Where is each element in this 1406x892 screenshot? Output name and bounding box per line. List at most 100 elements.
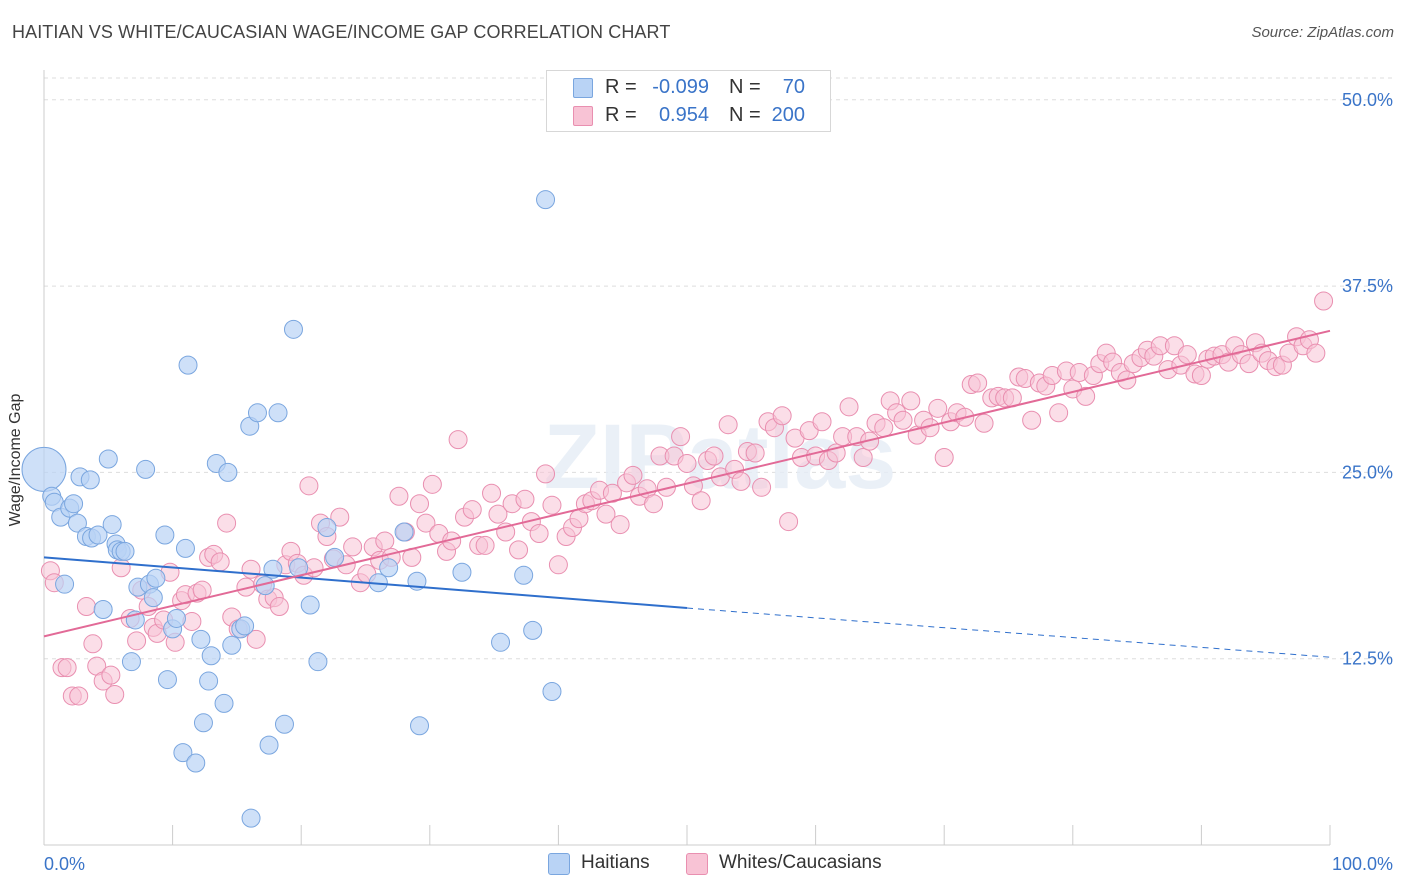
point-haitians — [317, 518, 337, 538]
point-whites — [448, 430, 468, 450]
point-whites — [515, 489, 535, 509]
point-whites — [410, 494, 430, 514]
point-haitians — [542, 681, 562, 701]
point-whites — [1022, 410, 1042, 430]
point-haitians — [199, 671, 219, 691]
point-haitians — [235, 616, 255, 636]
point-haitians — [201, 646, 221, 666]
point-whites — [299, 476, 319, 496]
point-haitians — [514, 565, 534, 585]
point-whites — [111, 558, 131, 578]
legend-row-whites: R = 0.954 N = 200 — [547, 101, 830, 129]
point-haitians — [523, 620, 543, 640]
point-whites — [83, 634, 103, 654]
point-haitians — [155, 525, 175, 545]
point-whites — [752, 477, 772, 497]
bottom-legend-label-haitians: Haitians — [581, 852, 650, 873]
point-haitians — [67, 513, 87, 533]
y-tick-label: 50.0% — [1342, 90, 1393, 110]
point-whites — [127, 631, 147, 651]
point-whites — [57, 658, 77, 678]
point-whites — [1049, 403, 1069, 423]
point-whites — [105, 684, 125, 704]
point-whites — [644, 494, 664, 514]
y-tick-label: 37.5% — [1342, 276, 1393, 296]
point-haitians — [491, 632, 511, 652]
point-whites — [745, 443, 765, 463]
point-whites — [462, 500, 482, 520]
point-haitians — [157, 670, 177, 690]
point-whites — [1177, 345, 1197, 365]
legend-n-label: N = — [729, 104, 761, 126]
point-whites — [529, 524, 549, 544]
point-whites — [542, 495, 562, 515]
point-haitians — [143, 588, 163, 608]
point-whites — [1314, 291, 1334, 311]
point-whites — [718, 415, 738, 435]
point-whites — [812, 412, 832, 432]
data-points — [21, 190, 1334, 828]
point-whites — [1239, 354, 1259, 374]
x-tick-label: 100.0% — [1332, 854, 1393, 874]
trend-whites — [43, 329, 1331, 638]
point-whites — [548, 555, 568, 575]
point-whites — [677, 453, 697, 473]
point-haitians — [325, 547, 345, 567]
point-whites — [731, 471, 751, 491]
point-haitians — [452, 562, 472, 582]
point-whites — [671, 427, 691, 447]
legend-r-label: R = — [605, 76, 637, 98]
point-whites — [928, 398, 948, 418]
point-haitians — [308, 652, 328, 672]
bottom-legend-swatch-haitians — [548, 853, 570, 875]
point-haitians — [88, 525, 108, 545]
point-whites — [901, 391, 921, 411]
legend-n-value: 200 — [771, 104, 805, 126]
point-haitians — [93, 600, 113, 620]
point-whites — [389, 486, 409, 506]
point-whites — [974, 413, 994, 433]
point-whites — [1076, 386, 1096, 406]
chart-title: HAITIAN VS WHITE/CAUCASIAN WAGE/INCOME G… — [12, 22, 671, 42]
point-whites — [416, 513, 436, 533]
point-haitians — [214, 693, 234, 713]
legend-n-value: 70 — [782, 76, 805, 98]
point-whites — [330, 507, 350, 527]
bottom-legend-label-whites: Whites/Caucasians — [719, 852, 882, 873]
point-whites — [1306, 343, 1326, 363]
point-whites — [509, 540, 529, 560]
point-whites — [475, 535, 495, 555]
bottom-legend-swatch-whites — [686, 853, 708, 875]
point-haitians — [193, 713, 213, 733]
point-haitians — [247, 403, 267, 423]
point-whites — [536, 464, 556, 484]
point-haitians — [178, 355, 198, 375]
point-whites — [968, 373, 988, 393]
point-haitians — [283, 319, 303, 339]
point-haitians — [173, 743, 193, 763]
point-haitians — [218, 462, 238, 482]
point-haitians — [55, 574, 75, 594]
legend-n-label: N = — [729, 76, 761, 98]
point-haitians — [98, 449, 118, 469]
point-haitians — [300, 595, 320, 615]
y-tick-label: 25.0% — [1342, 462, 1393, 482]
point-whites — [1191, 366, 1211, 386]
point-haitians — [222, 635, 242, 655]
point-haitians — [115, 541, 135, 561]
point-whites — [853, 448, 873, 467]
point-whites — [893, 410, 913, 430]
legend-swatch-haitians — [573, 78, 593, 98]
point-whites — [343, 537, 363, 557]
point-whites — [241, 559, 261, 579]
point-whites — [69, 686, 89, 706]
point-whites — [76, 597, 96, 617]
point-whites — [610, 515, 630, 535]
point-whites — [210, 552, 230, 572]
point-whites — [839, 397, 859, 417]
point-whites — [772, 406, 792, 426]
point-whites — [488, 504, 508, 524]
point-haitians — [263, 559, 283, 579]
point-whites — [482, 483, 502, 503]
point-whites — [623, 465, 643, 485]
